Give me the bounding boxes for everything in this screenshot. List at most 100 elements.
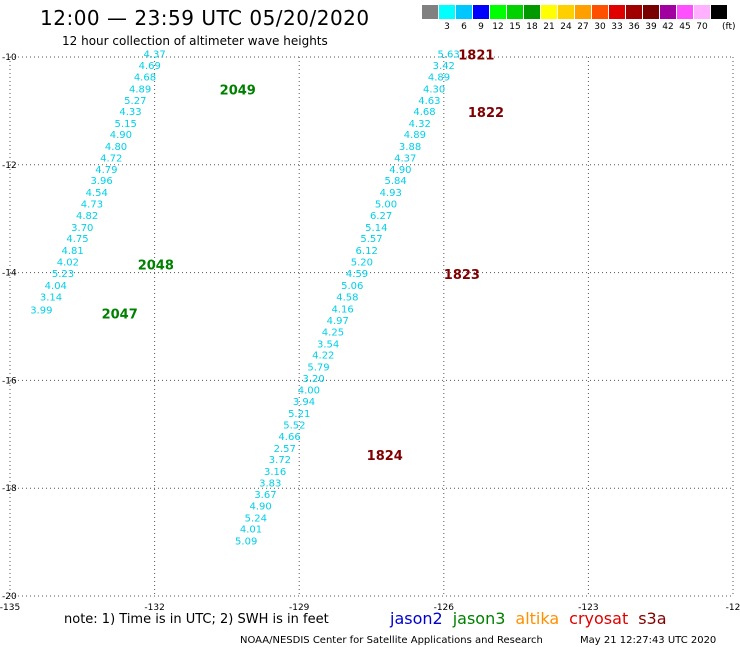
pass-time-label: 1824: [367, 449, 403, 464]
satellite-tracks: 4.374.694.684.895.274.335.154.904.804.72…: [30, 48, 504, 547]
scale-swatch: [643, 5, 659, 19]
wave-height-label: 4.93: [380, 188, 402, 199]
wave-height-label: 5.14: [365, 223, 387, 234]
wave-height-label: 4.75: [66, 234, 88, 245]
satellite-legend-cryosat: cryosat: [569, 609, 629, 628]
wave-height-label: 4.72: [100, 153, 122, 164]
wave-height-label: 5.09: [235, 537, 257, 548]
scale-swatch: [575, 5, 591, 19]
track-cryosat: 5.633.424.894.304.634.684.324.893.884.37…: [235, 48, 504, 547]
lon-tick-label: -135: [0, 603, 20, 613]
scale-label: 21: [543, 22, 555, 32]
wave-height-label: 3.94: [293, 397, 315, 408]
scale-swatch: [694, 5, 710, 19]
wave-height-label: 4.25: [322, 327, 344, 338]
pass-time-label: 2048: [138, 259, 174, 274]
wave-height-label: 4.80: [105, 142, 127, 153]
wave-height-label: 3.54: [317, 339, 339, 350]
scale-swatch: [524, 5, 540, 19]
scale-swatch: [473, 5, 489, 19]
wave-height-label: 3.20: [303, 374, 325, 385]
wave-height-label: 4.32: [409, 119, 431, 130]
scale-label: 15: [509, 22, 521, 32]
wave-height-label: 4.90: [110, 130, 132, 141]
lat-tick-label: -10: [2, 53, 17, 63]
scale-swatch: [609, 5, 625, 19]
axis-tick-labels: -10 -12 -14 -16 -18 -20-135 -132 -129 -126 -123 -1…: [0, 53, 740, 613]
satellite-legend-jason2: jason2: [390, 609, 443, 628]
scale-unit: (ft): [722, 22, 736, 32]
scale-swatch: [439, 5, 455, 19]
wave-height-label: 3.14: [40, 292, 62, 303]
pass-time-label: 1823: [444, 268, 480, 283]
lon-tick-label: -126: [434, 603, 455, 613]
scale-label: 27: [577, 22, 589, 32]
wave-height-label: 5.84: [384, 176, 406, 187]
wave-height-label: 4.79: [95, 165, 117, 176]
wave-height-label: 4.63: [418, 96, 440, 107]
wave-height-label: 5.57: [360, 234, 382, 245]
generation-timestamp: May 21 12:27:43 UTC 2020: [580, 635, 717, 646]
wave-height-label: 3.72: [269, 455, 291, 466]
scale-label: 42: [662, 22, 674, 32]
lat-tick-label: -16: [2, 376, 17, 386]
wave-height-label: 4.30: [423, 84, 445, 95]
wave-height-label: 4.04: [45, 281, 67, 292]
wave-height-label: 4.90: [389, 165, 411, 176]
wave-height-label: 4.16: [331, 304, 353, 315]
scale-label: 6: [461, 22, 467, 32]
lat-tick-label: -20: [2, 592, 17, 602]
wave-height-label: 5.79: [307, 362, 329, 373]
wave-height-label: 5.27: [124, 96, 146, 107]
wave-height-label: 4.54: [86, 188, 108, 199]
wave-height-label: 4.00: [298, 386, 320, 397]
map-title: 12:00 — 23:59 UTC 05/20/2020: [40, 6, 370, 30]
scale-swatch: [507, 5, 523, 19]
wave-height-label: 6.27: [370, 211, 392, 222]
wave-height-label: 2.57: [274, 444, 296, 455]
lat-tick-label: -18: [2, 484, 17, 494]
wave-height-label: 4.02: [57, 257, 79, 268]
lon-tick-label: -132: [144, 603, 164, 613]
scale-label: 12: [492, 22, 504, 32]
wave-height-label: 6.12: [356, 246, 378, 257]
scale-swatch: [660, 5, 676, 19]
wave-height-label: 3.67: [254, 490, 276, 501]
pass-time-label: 2049: [220, 83, 256, 98]
wave-height-label: 4.89: [129, 84, 151, 95]
scale-swatch: [677, 5, 693, 19]
wave-height-label: 4.82: [76, 211, 98, 222]
scale-label: 18: [526, 22, 538, 32]
scale-label: 3: [444, 22, 450, 32]
wave-height-label: 4.81: [62, 246, 84, 257]
wave-height-label: 4.89: [404, 130, 426, 141]
wave-height-label: 3.83: [259, 478, 281, 489]
wave-height-label: 5.00: [375, 200, 397, 211]
wave-height-label: 5.23: [52, 269, 74, 280]
wave-height-label: 4.90: [250, 502, 272, 513]
wave-height-label: 4.97: [327, 316, 349, 327]
wave-height-label: 4.89: [428, 72, 450, 83]
wave-height-label: 4.68: [134, 72, 156, 83]
satellite-legend-jason3: jason3: [452, 609, 506, 628]
wave-height-label: 5.15: [115, 119, 137, 130]
wave-height-label: 5.06: [341, 281, 363, 292]
wave-height-label: 3.16: [264, 467, 286, 478]
wave-height-label: 5.52: [283, 421, 305, 432]
scale-label: 36: [628, 22, 640, 32]
scale-swatch: [422, 5, 438, 19]
lat-tick-label: -14: [2, 269, 17, 279]
scale-swatch: [541, 5, 557, 19]
scale-label: 30: [594, 22, 606, 32]
wave-height-label: 4.73: [81, 200, 103, 211]
wave-height-label: 4.22: [312, 351, 334, 362]
wave-height-label: 5.24: [245, 513, 267, 524]
units-note: note: 1) Time is in UTC; 2) SWH is in fe…: [64, 612, 329, 627]
wave-height-label: 5.20: [351, 257, 373, 268]
lon-tick-label: -12: [726, 603, 740, 613]
wave-height-label: 4.37: [143, 49, 165, 60]
track-jason3: 4.374.694.684.895.274.335.154.904.804.72…: [30, 49, 256, 322]
lat-tick-label: -12: [2, 161, 17, 171]
satellite-legend: jason2 jason3 altika cryosat s3a: [390, 609, 677, 628]
